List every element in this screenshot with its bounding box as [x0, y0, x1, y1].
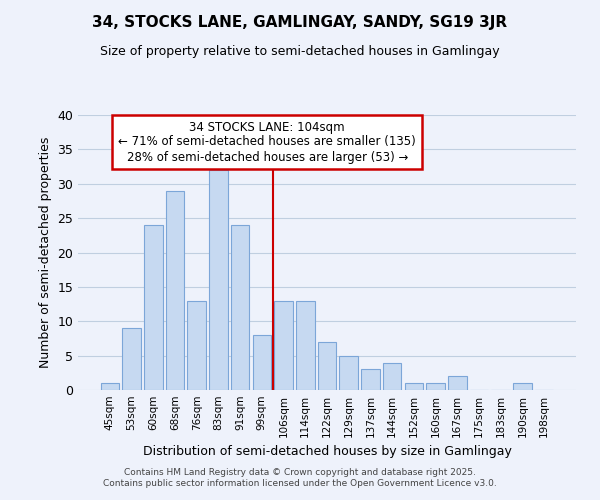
Y-axis label: Number of semi-detached properties: Number of semi-detached properties [39, 137, 52, 368]
Bar [318, 342, 336, 390]
X-axis label: Distribution of semi-detached houses by size in Gamlingay: Distribution of semi-detached houses by … [143, 446, 511, 458]
Text: 34, STOCKS LANE, GAMLINGAY, SANDY, SG19 3JR: 34, STOCKS LANE, GAMLINGAY, SANDY, SG19 … [92, 15, 508, 30]
Bar [187, 300, 206, 390]
Bar [383, 362, 401, 390]
Bar [404, 383, 423, 390]
Text: Contains HM Land Registry data © Crown copyright and database right 2025.
Contai: Contains HM Land Registry data © Crown c… [103, 468, 497, 487]
Text: 34 STOCKS LANE: 104sqm
← 71% of semi-detached houses are smaller (135)
28% of se: 34 STOCKS LANE: 104sqm ← 71% of semi-det… [118, 120, 416, 164]
Bar [340, 356, 358, 390]
Bar [209, 170, 227, 390]
Bar [513, 383, 532, 390]
Bar [144, 225, 163, 390]
Bar [101, 383, 119, 390]
Bar [122, 328, 141, 390]
Bar [296, 300, 314, 390]
Bar [231, 225, 250, 390]
Bar [253, 335, 271, 390]
Bar [427, 383, 445, 390]
Bar [361, 370, 380, 390]
Text: Size of property relative to semi-detached houses in Gamlingay: Size of property relative to semi-detach… [100, 45, 500, 58]
Bar [448, 376, 467, 390]
Bar [166, 190, 184, 390]
Bar [274, 300, 293, 390]
